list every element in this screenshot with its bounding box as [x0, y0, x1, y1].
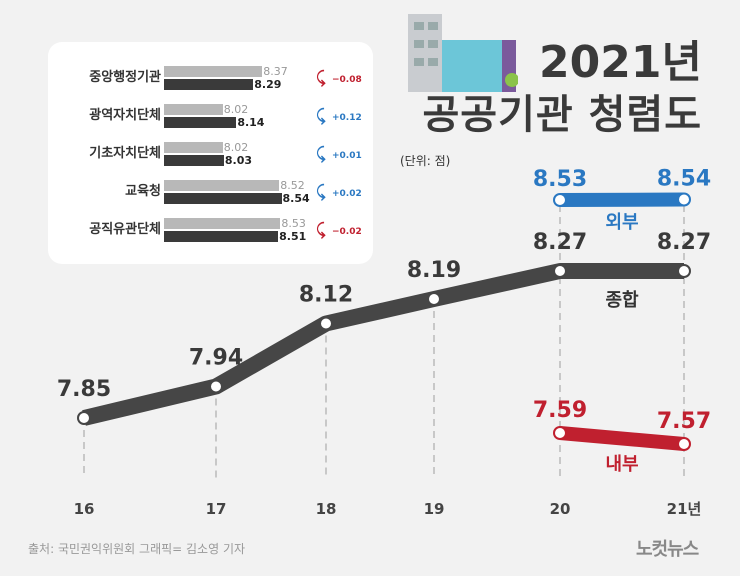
data-point — [677, 192, 691, 207]
data-point — [427, 292, 441, 306]
data-label: 7.85 — [57, 377, 111, 402]
unit-label: (단위: 점) — [400, 154, 451, 168]
bar-2021 — [164, 155, 224, 166]
bar-2020 — [164, 66, 263, 77]
data-label: 7.94 — [189, 346, 243, 371]
bar-label-2020: 8.02 — [223, 141, 249, 154]
series-line-내부 — [559, 426, 685, 451]
bar-label-2020: 8.02 — [223, 103, 249, 116]
series-name-label: 내부 — [605, 454, 638, 475]
bar-label-2020: 8.37 — [263, 65, 288, 78]
data-point — [553, 426, 567, 440]
bar-2021 — [164, 117, 237, 128]
data-label: 7.57 — [657, 409, 711, 434]
bar-label-2021: 8.54 — [282, 192, 310, 205]
data-label: 7.59 — [533, 398, 587, 423]
category-label: 공직유관단체 — [89, 222, 161, 237]
change-value: +0.01 — [332, 151, 362, 161]
data-point — [677, 264, 691, 278]
change-value: +0.02 — [332, 189, 362, 199]
change-arrow-icon: ⤹ — [316, 144, 326, 163]
data-point — [553, 264, 567, 278]
category-label: 광역자치단체 — [89, 108, 161, 123]
bar-label-2021: 8.14 — [237, 116, 265, 129]
series-line-종합 — [82, 263, 684, 426]
change-value: −0.02 — [332, 227, 362, 237]
building-illustration — [408, 14, 519, 92]
x-tick-label: 21년 — [667, 500, 702, 518]
bar-2021 — [164, 231, 279, 242]
bar-label-2021: 8.51 — [279, 230, 307, 243]
bar-2021 — [164, 193, 282, 204]
bar-label-2021: 8.29 — [254, 78, 282, 91]
bar-2020 — [164, 218, 281, 229]
data-label: 8.27 — [533, 230, 587, 255]
change-arrow-icon: ⤹ — [316, 220, 326, 239]
bar-label-2020: 8.52 — [280, 179, 305, 192]
nocut-news-logo: 노컷뉴스 — [636, 539, 699, 560]
category-bar-panel: 중앙행정기관 8.37 8.29 ⤹ −0.08 광역자치단체 8.02 8.14 ⤹ +0.12… — [48, 42, 373, 264]
bar-2020 — [164, 180, 280, 191]
category-label: 교육청 — [125, 184, 161, 199]
series-name-label: 외부 — [605, 212, 638, 233]
x-tick-label: 19 — [424, 500, 445, 518]
data-point — [677, 437, 691, 451]
data-label: 8.53 — [533, 167, 587, 192]
data-point — [77, 411, 91, 425]
data-label: 8.54 — [657, 167, 711, 192]
change-value: +0.12 — [332, 113, 362, 123]
change-arrow-icon: ⤹ — [316, 106, 326, 125]
data-point — [553, 193, 567, 207]
data-point — [319, 316, 333, 331]
data-label: 8.19 — [407, 258, 461, 283]
series-line-외부 — [559, 192, 685, 207]
data-point — [209, 379, 223, 394]
x-tick-label: 20 — [550, 500, 571, 518]
bar-label-2020: 8.53 — [281, 217, 306, 230]
change-arrow-icon: ⤹ — [316, 182, 326, 201]
bar-label-2021: 8.03 — [224, 154, 253, 167]
category-label: 중앙행정기관 — [89, 70, 161, 85]
change-arrow-icon: ⤹ — [316, 68, 326, 87]
bar-2020 — [164, 104, 223, 115]
data-label: 8.27 — [657, 230, 711, 255]
change-value: −0.08 — [332, 75, 362, 85]
x-tick-label: 16 — [74, 500, 95, 518]
title-year: 2021년 — [539, 37, 702, 88]
title-main: 공공기관 청렴도 — [422, 92, 702, 138]
series-name-label: 종합 — [605, 289, 639, 311]
bar-2020 — [164, 142, 223, 153]
x-tick-label: 18 — [316, 500, 337, 518]
bar-2021 — [164, 79, 254, 90]
data-label: 8.12 — [299, 283, 353, 308]
x-tick-label: 17 — [206, 500, 227, 518]
source-credit: 출처: 국민권익위원회 그래픽= 김소영 기자 — [28, 542, 246, 556]
category-label: 기초자치단체 — [89, 146, 161, 161]
